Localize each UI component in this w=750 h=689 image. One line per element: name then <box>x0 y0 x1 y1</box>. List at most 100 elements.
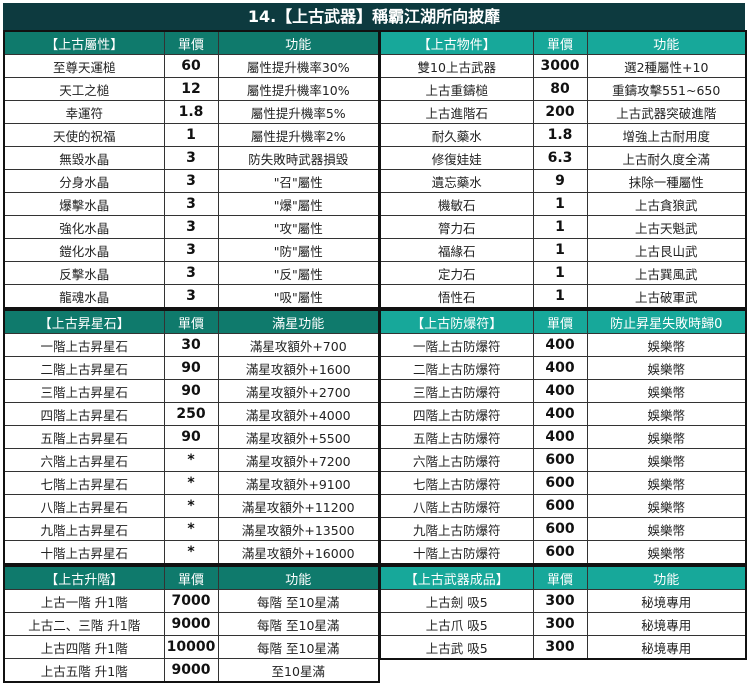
table-row: 上古劍 吸5 300 秘境專用 <box>379 589 747 613</box>
item-name-cell: 三階上古昇星石 <box>3 379 165 403</box>
function-cell: 娛樂幣 <box>586 356 747 380</box>
table-row: 機敏石 1 上古貪狼武 <box>379 192 747 216</box>
function-cell: 娛樂幣 <box>586 471 747 495</box>
function-cell: 增強上古耐用度 <box>586 123 747 147</box>
price-cell: 6.3 <box>532 146 588 170</box>
function-cell: 上古武器突破進階 <box>586 100 747 124</box>
price-cell: 200 <box>532 100 588 124</box>
item-name-cell: 上古進階石 <box>379 100 534 124</box>
price-cell: 9000 <box>163 612 219 636</box>
function-cell: "爆"屬性 <box>217 192 380 216</box>
item-name-cell: 一階上古昇星石 <box>3 333 165 357</box>
function-cell: 滿星攻額外+4000 <box>217 402 380 426</box>
item-name-cell: 九階上古防爆符 <box>379 517 534 541</box>
function-cell: "吸"屬性 <box>217 284 380 309</box>
function-cell: 抹除一種屬性 <box>586 169 747 193</box>
function-cell: 滿星攻額外+2700 <box>217 379 380 403</box>
price-cell: 90 <box>163 356 219 380</box>
item-name-cell: 分身水晶 <box>3 169 165 193</box>
table-row: 八階上古昇星石 * 滿星攻額外+11200 <box>3 494 380 518</box>
function-cell: 上古巽風武 <box>586 261 747 285</box>
page-title: 14.【上古武器】稱霸江湖所向披靡 <box>3 3 745 30</box>
table-row: 五階上古防爆符 400 娛樂幣 <box>379 425 747 449</box>
price-cell: 300 <box>532 635 588 660</box>
item-name-cell: 十階上古昇星石 <box>3 540 165 565</box>
price-cell: 400 <box>532 379 588 403</box>
price-cell: * <box>163 448 219 472</box>
price-cell: 600 <box>532 517 588 541</box>
function-cell: 娛樂幣 <box>586 379 747 403</box>
column-header: 功能 <box>217 30 380 55</box>
price-cell: 80 <box>532 77 588 101</box>
table-row: 二階上古昇星石 90 滿星攻額外+1600 <box>3 356 380 380</box>
item-name-cell: 鎧化水晶 <box>3 238 165 262</box>
item-name-cell: 幸運符 <box>3 100 165 124</box>
item-name-cell: 遺忘藥水 <box>379 169 534 193</box>
price-cell: 600 <box>532 494 588 518</box>
left-section-1-table: 【上古昇星石】 單價 滿星功能 一階上古昇星石 30 滿星攻額外+700 二階上古昇星石 90… <box>3 309 380 565</box>
price-cell: * <box>163 517 219 541</box>
item-name-cell: 膂力石 <box>379 215 534 239</box>
table-row: 上古一階 升1階 7000 每階 至10星滿 <box>3 589 380 613</box>
item-name-cell: 定力石 <box>379 261 534 285</box>
item-name-cell: 天工之槌 <box>3 77 165 101</box>
table-row: 爆擊水晶 3 "爆"屬性 <box>3 192 380 216</box>
table-row: 龍魂水晶 3 "吸"屬性 <box>3 284 380 309</box>
header-row: 【上古昇星石】 單價 滿星功能 <box>3 309 380 334</box>
table-row: 天使的祝福 1 屬性提升機率2% <box>3 123 380 147</box>
price-cell: 1 <box>532 261 588 285</box>
function-cell: "反"屬性 <box>217 261 380 285</box>
price-cell: 600 <box>532 471 588 495</box>
item-name-cell: 上古四階 升1階 <box>3 635 165 659</box>
column-header: 防止昇星失敗時歸0 <box>586 309 747 334</box>
price-cell: 3 <box>163 238 219 262</box>
function-cell: 重鑄攻擊551~650 <box>586 77 747 101</box>
column-header: 單價 <box>532 565 588 590</box>
price-cell: 3 <box>163 284 219 309</box>
item-name-cell: 機敏石 <box>379 192 534 216</box>
item-name-cell: 上古二、三階 升1階 <box>3 612 165 636</box>
price-cell: 400 <box>532 356 588 380</box>
table-row: 一階上古防爆符 400 娛樂幣 <box>379 333 747 357</box>
item-name-cell: 三階上古防爆符 <box>379 379 534 403</box>
function-cell: 滿星攻額外+13500 <box>217 517 380 541</box>
table-row: 三階上古昇星石 90 滿星攻額外+2700 <box>3 379 380 403</box>
item-name-cell: 六階上古昇星石 <box>3 448 165 472</box>
item-name-cell: 上古爪 吸5 <box>379 612 534 636</box>
column-header: 【上古昇星石】 <box>3 309 165 334</box>
item-name-cell: 八階上古昇星石 <box>3 494 165 518</box>
table-row: 悟性石 1 上古破軍武 <box>379 284 747 309</box>
left-section-0-table: 【上古屬性】 單價 功能 至尊天運槌 60 屬性提升機率30% 天工之槌 12 屬性提升機率10… <box>3 30 380 309</box>
right-section-2-table: 【上古武器成品】 單價 功能 上古劍 吸5 300 秘境專用 上古爪 吸5 300 秘境專用 上古… <box>379 565 747 660</box>
function-cell: 滿星攻額外+11200 <box>217 494 380 518</box>
price-cell: 1.8 <box>163 100 219 124</box>
item-name-cell: 七階上古昇星石 <box>3 471 165 495</box>
table-row: 上古二、三階 升1階 9000 每階 至10星滿 <box>3 612 380 636</box>
function-cell: 滿星攻額外+9100 <box>217 471 380 495</box>
price-cell: * <box>163 540 219 565</box>
item-name-cell: 八階上古防爆符 <box>379 494 534 518</box>
function-cell: 上古耐久度全滿 <box>586 146 747 170</box>
price-cell: 3000 <box>532 54 588 78</box>
column-header: 功能 <box>217 565 380 590</box>
table-row: 十階上古防爆符 600 娛樂幣 <box>379 540 747 565</box>
table-row: 一階上古昇星石 30 滿星攻額外+700 <box>3 333 380 357</box>
price-cell: 3 <box>163 169 219 193</box>
function-cell: 屬性提升機率5% <box>217 100 380 124</box>
column-header: 滿星功能 <box>217 309 380 334</box>
table-row: 雙10上古武器 3000 選2種屬性+10 <box>379 54 747 78</box>
function-cell: 至10星滿 <box>217 658 380 683</box>
item-name-cell: 耐久藥水 <box>379 123 534 147</box>
table-row: 上古武 吸5 300 秘境專用 <box>379 635 747 660</box>
table-row: 四階上古防爆符 400 娛樂幣 <box>379 402 747 426</box>
price-cell: 3 <box>163 215 219 239</box>
table-row: 膂力石 1 上古天魁武 <box>379 215 747 239</box>
column-header: 單價 <box>532 30 588 55</box>
price-cell: 400 <box>532 402 588 426</box>
item-name-cell: 四階上古昇星石 <box>3 402 165 426</box>
price-cell: 3 <box>163 146 219 170</box>
header-row: 【上古升階】 單價 功能 <box>3 565 380 590</box>
price-cell: 300 <box>532 589 588 613</box>
function-cell: 娛樂幣 <box>586 517 747 541</box>
item-name-cell: 上古五階 升1階 <box>3 658 165 683</box>
